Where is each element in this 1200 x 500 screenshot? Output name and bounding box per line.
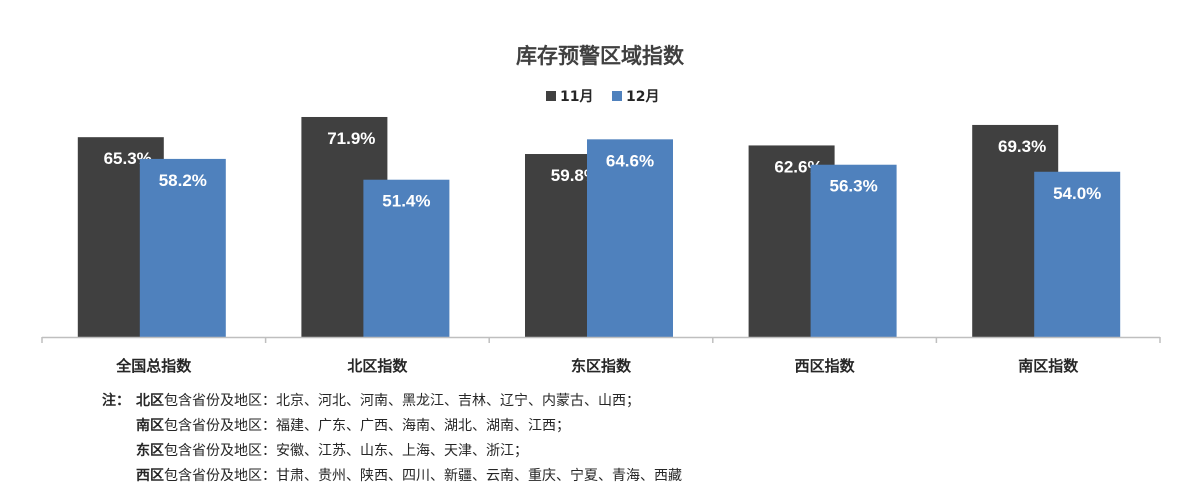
note-line: 南区 包含省份及地区：福建、广东、广西、海南、湖北、湖南、江西； <box>102 414 682 439</box>
bar-2-2 <box>363 179 450 337</box>
note-region: 北区 <box>136 393 164 409</box>
note-prefix <box>102 414 136 439</box>
legend-swatch-1 <box>546 91 556 101</box>
legend-swatch-2 <box>612 91 622 101</box>
legend-label-1: 11月 <box>560 89 593 105</box>
data-label-1-2: 71.9% <box>327 129 375 148</box>
data-label-1-4: 62.6% <box>774 157 822 176</box>
data-label-1-1: 65.3% <box>104 149 152 168</box>
category-label-1: 全国总指数 <box>115 357 192 375</box>
bars: 65.3% 58.2% 71.9% 51.4% 59.8% 64.6% 62.6% 56.3%… <box>77 116 1121 338</box>
bar-2-4 <box>810 164 897 337</box>
note-text: 包含省份及地区：安徽、江苏、山东、上海、天津、浙江； <box>164 443 528 459</box>
note-region: 东区 <box>136 443 164 459</box>
bar-2-3 <box>587 139 673 337</box>
data-label-1-5: 69.3% <box>998 137 1046 156</box>
data-label-2-5: 54.0% <box>1053 184 1101 203</box>
legend: 11月 12月 <box>546 89 659 105</box>
data-label-2-1: 58.2% <box>159 171 207 190</box>
note-region: 西区 <box>136 468 164 484</box>
note-line: 东区 包含省份及地区：安徽、江苏、山东、上海、天津、浙江； <box>102 439 682 464</box>
category-label-5: 南区指数 <box>1018 357 1079 375</box>
data-label-1-3: 59.8% <box>551 166 599 185</box>
note-lines: 注： 北区 包含省份及地区：北京、河北、河南、黑龙江、吉林、辽宁、内蒙古、山西； 南区… <box>102 389 682 489</box>
note-prefix: 注： <box>102 393 130 409</box>
legend-label-2: 12月 <box>626 89 659 105</box>
category-label-2: 北区指数 <box>347 357 408 375</box>
data-label-2-2: 51.4% <box>382 192 430 211</box>
note-text: 包含省份及地区：甘肃、贵州、陕西、四川、新疆、云南、重庆、宁夏、青海、西藏 <box>164 468 682 484</box>
note-line: 西区 包含省份及地区：甘肃、贵州、陕西、四川、新疆、云南、重庆、宁夏、青海、西藏 <box>102 464 682 489</box>
category-label-3: 东区指数 <box>571 357 632 375</box>
notes: 注： 北区 包含省份及地区：北京、河北、河南、黑龙江、吉林、辽宁、内蒙古、山西； 南区… <box>102 389 682 489</box>
note-line: 注： 北区 包含省份及地区：北京、河北、河南、黑龙江、吉林、辽宁、内蒙古、山西； <box>102 389 682 414</box>
note-text: 包含省份及地区：北京、河北、河南、黑龙江、吉林、辽宁、内蒙古、山西； <box>164 393 640 409</box>
x-axis: 全国总指数 北区指数 东区指数 西区指数 南区指数 <box>41 336 1161 375</box>
note-region: 南区 <box>136 418 164 434</box>
data-label-2-4: 56.3% <box>829 177 877 196</box>
bar-2-5 <box>1034 171 1121 337</box>
bar-2-1 <box>139 158 226 337</box>
data-label-2-3: 64.6% <box>606 151 654 170</box>
note-prefix <box>102 439 136 464</box>
category-label-4: 西区指数 <box>795 357 856 375</box>
note-prefix <box>102 464 136 489</box>
note-text: 包含省份及地区：福建、广东、广西、海南、湖北、湖南、江西； <box>164 418 570 434</box>
bar-chart: 库存预警区域指数 11月 12月 65.3% 58.2% 71.9% 51.4% 59.8… <box>41 44 1161 375</box>
chart-title: 库存预警区域指数 <box>516 44 685 68</box>
